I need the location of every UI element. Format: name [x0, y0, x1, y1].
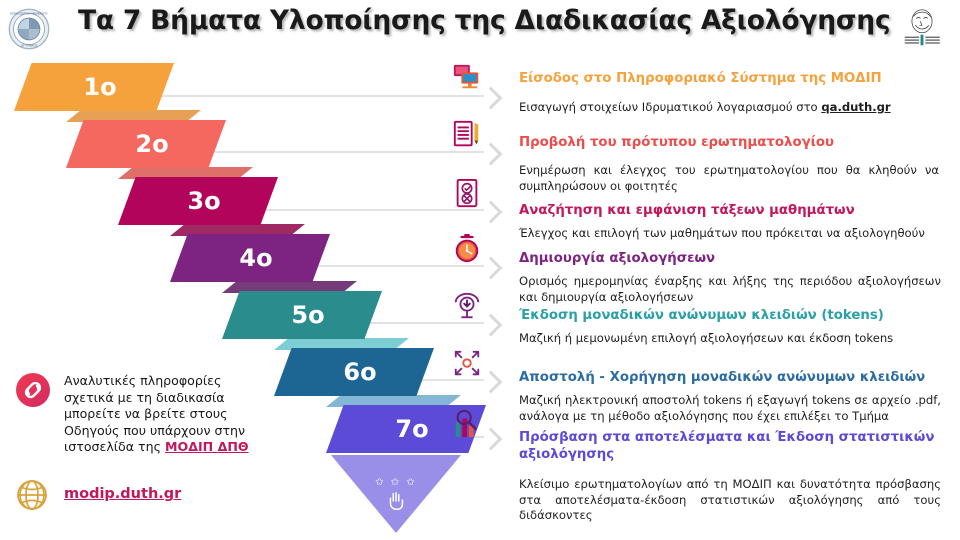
- democritus-university-logo: [904, 9, 940, 46]
- step-body-1: Εισαγωγή στοιχείων Ιδρυματικού λογαριασμ…: [519, 100, 939, 116]
- step-body-6: Μαζική ηλεκτρονική αποστολή tokens ή εξα…: [519, 393, 941, 423]
- connector-line-1: [140, 95, 484, 97]
- qa-duth-link[interactable]: qa.duth.gr: [821, 100, 891, 114]
- step-shape-6[interactable]: 6ο: [274, 348, 434, 396]
- step-body-text-1: Εισαγωγή στοιχείων Ιδρυματικού λογαριασμ…: [519, 100, 822, 114]
- hand-pointer-icon: [389, 492, 404, 510]
- token-download-icon: [454, 292, 480, 319]
- step-body-3: Έλεγχος και επιλογή των μαθημάτων που πρ…: [519, 226, 925, 240]
- step-shape-3[interactable]: 3ο: [118, 177, 278, 225]
- connector-line-6: [396, 379, 484, 381]
- step-shadow-2: [118, 167, 253, 179]
- step-body-7: Κλείσιμο ερωτηματολογίων από τη ΜΟΔΙΠ κα…: [519, 477, 941, 523]
- step-shadow-1: [66, 110, 201, 122]
- globe-icon: [17, 480, 47, 510]
- chart-magnifier-icon: [455, 409, 477, 438]
- chain-link-glyph: [24, 381, 42, 399]
- step-shadow-5: [274, 338, 409, 350]
- step-number-3: 3ο: [187, 187, 221, 215]
- step-number-4: 4ο: [239, 244, 273, 272]
- step-body-2: Ενημέρωση και έλεγχος του ερωτηματολογίο…: [519, 163, 939, 193]
- step-body-4: Ορισμός ημερομηνίας έναρξης και λήξης τη…: [519, 274, 941, 304]
- step-shape-5[interactable]: 5ο: [222, 291, 382, 339]
- connector-line-5: [344, 322, 484, 324]
- step-number-5: 5ο: [291, 301, 325, 329]
- svg-text:DEMOCRITUS UNIVERSITY: DEMOCRITUS UNIVERSITY: [10, 12, 48, 16]
- stars-decor: ✩ ✩ ✩: [375, 477, 417, 488]
- connector-arrow-1: [479, 86, 503, 110]
- step-body-5: Μαζική ή μεμονωμένη επιλογή αξιολογήσεων…: [519, 331, 894, 345]
- step-shape-4[interactable]: 4ο: [170, 234, 330, 282]
- step-heading-4: Δημιουργία αξιολογήσεων: [519, 251, 716, 266]
- duth-seal-logo: DEMOCRITUS UNIVERSITY OF THRACE: [8, 8, 50, 50]
- footer-url[interactable]: modip.duth.gr: [64, 486, 182, 502]
- step-shape-1[interactable]: 1ο: [14, 63, 174, 111]
- footer-note-text: Αναλυτικές πληροφορίες σχετικά με τη δια…: [64, 373, 246, 455]
- connector-arrow-2: [479, 142, 503, 166]
- step-shape-2[interactable]: 2ο: [66, 120, 226, 168]
- connector-line-4: [292, 265, 484, 267]
- monitors-icon: [453, 64, 479, 89]
- slide-header: DEMOCRITUS UNIVERSITY OF THRACE Τα 7 Βήμ…: [0, 0, 960, 56]
- checklist-icon: [456, 178, 478, 208]
- step-heading-6: Αποστολή - Χορήγηση μοναδικών ανώνυμων κ…: [519, 370, 926, 385]
- svg-text:OF THRACE: OF THRACE: [21, 44, 38, 48]
- step-number-7: 7ο: [395, 415, 429, 443]
- connector-arrow-6: [479, 370, 503, 394]
- document-pencil-icon: [453, 120, 479, 147]
- step-heading-5: Έκδοση μοναδικών ανώνυμων κλειδιών (toke…: [519, 308, 884, 323]
- connector-arrow-4: [479, 256, 503, 280]
- connector-arrow-3: [479, 200, 503, 224]
- connector-arrow-5: [479, 313, 503, 337]
- footer-note: Αναλυτικές πληροφορίες σχετικά με τη δια…: [64, 373, 254, 456]
- connector-line-3: [240, 209, 484, 211]
- step-heading-3: Αναζήτηση και εμφάνιση τάξεων μαθημάτων: [519, 203, 855, 218]
- step-heading-1: Είσοδος στο Πληροφοριακό Σύστημα της ΜΟΔ…: [519, 71, 882, 86]
- stopwatch-icon: [455, 233, 479, 263]
- connector-line-2: [188, 151, 484, 153]
- step-heading-2: Προβολή του πρότυπου ερωτηματολογίου: [519, 135, 834, 150]
- step-shadow-3: [170, 224, 305, 236]
- page-title: Τα 7 Βήματα Υλοποίησης της Διαδικασίας Α…: [78, 5, 891, 36]
- step-shadow-6: [326, 395, 461, 407]
- distribute-arrows-icon: [454, 350, 480, 376]
- step-heading-7: Πρόσβαση στα αποτελέσματα και Έκδοση στα…: [519, 430, 935, 462]
- step-number-6: 6ο: [343, 358, 377, 386]
- chain-link-icon: [16, 373, 50, 407]
- rating-hand-icon: ✩ ✩ ✩: [372, 478, 420, 515]
- step-number-1: 1ο: [83, 73, 117, 101]
- connector-arrow-7: [479, 427, 503, 451]
- modip-duth-link[interactable]: ΜΟΔΙΠ ΔΠΘ: [165, 439, 249, 455]
- step-number-2: 2ο: [135, 130, 169, 158]
- step-shadow-4: [222, 281, 357, 293]
